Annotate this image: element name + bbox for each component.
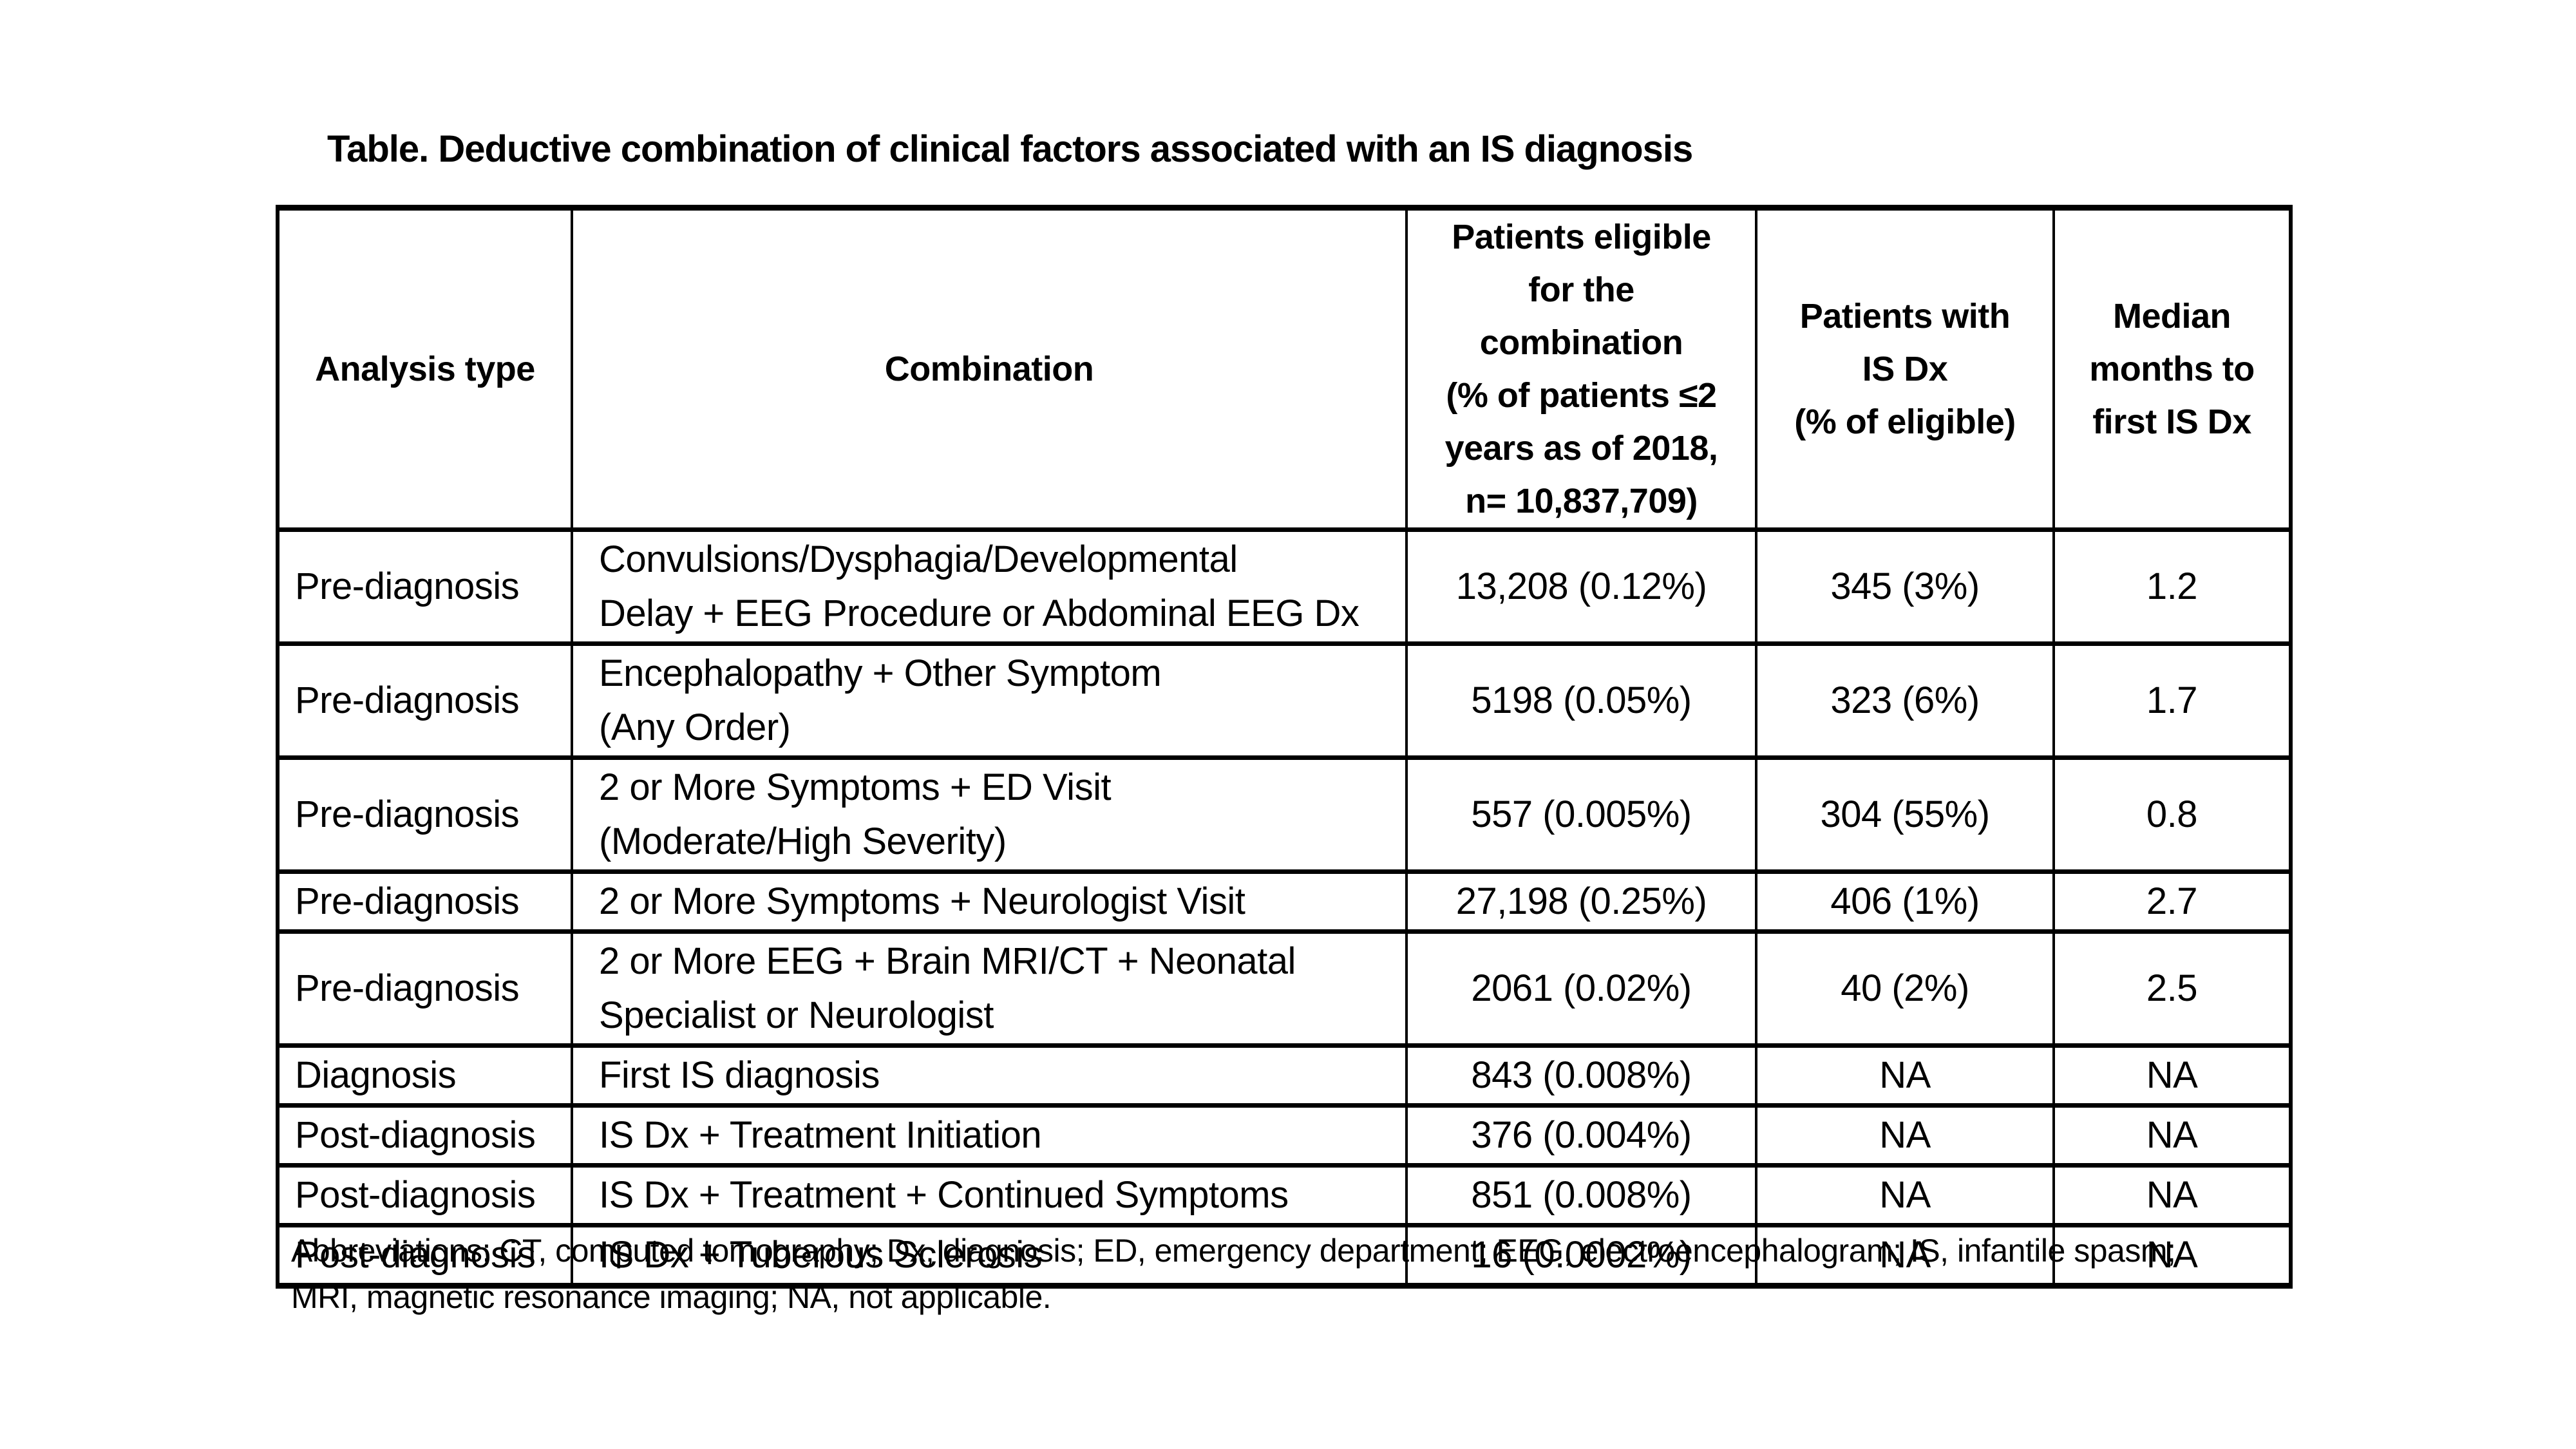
cell-analysis-type: Pre-diagnosis [276, 641, 573, 760]
cell-combination: Convulsions/Dysphagia/Developmental Dela… [571, 527, 1408, 646]
cell-analysis-type: Diagnosis [276, 1043, 573, 1108]
cell-analysis-type: Post-diagnosis [276, 1163, 573, 1227]
column-header-analysis-type: Analysis type [276, 205, 573, 532]
cell-analysis-type: Pre-diagnosis [276, 755, 573, 874]
cell-patients-with-is-dx: 406 (1%) [1755, 869, 2055, 934]
table-row: Post-diagnosis IS Dx + Treatment + Conti… [276, 1163, 2293, 1227]
cell-patients-with-is-dx: NA [1755, 1163, 2055, 1227]
cell-analysis-type: Post-diagnosis [276, 1223, 573, 1289]
cell-patients-eligible: 13,208 (0.12%) [1405, 527, 1757, 646]
cell-median-months: 2.5 [2052, 929, 2293, 1048]
cell-patients-eligible: 5198 (0.05%) [1405, 641, 1757, 760]
cell-median-months: NA [2052, 1223, 2293, 1289]
table-row: Diagnosis First IS diagnosis 843 (0.008%… [276, 1043, 2293, 1108]
cell-combination: Encephalopathy + Other Symptom (Any Orde… [571, 641, 1408, 760]
cell-patients-eligible: 27,198 (0.25%) [1405, 869, 1757, 934]
footnote-line-1: Abbreviations: CT, computed tomography; … [291, 1233, 2176, 1269]
cell-median-months: 1.7 [2052, 641, 2293, 760]
cell-analysis-type: Pre-diagnosis [276, 929, 573, 1048]
cell-combination: IS Dx + Treatment Initiation [571, 1103, 1408, 1168]
cell-patients-with-is-dx: 323 (6%) [1755, 641, 2055, 760]
table-row: Pre-diagnosis 2 or More Symptoms + ED Vi… [276, 755, 2293, 874]
table-row: Post-diagnosis IS Dx + Tuberous Sclerosi… [276, 1223, 2293, 1289]
table-row: Pre-diagnosis Convulsions/Dysphagia/Deve… [276, 527, 2293, 646]
footnote-line-2: MRI, magnetic resonance imaging; NA, not… [291, 1279, 1052, 1315]
cell-patients-with-is-dx: 345 (3%) [1755, 527, 2055, 646]
table-title: Table. Deductive combination of clinical… [327, 128, 1693, 170]
cell-combination: IS Dx + Tuberous Sclerosis [571, 1223, 1408, 1289]
cell-patients-with-is-dx: NA [1755, 1103, 2055, 1168]
cell-patients-with-is-dx: NA [1755, 1043, 2055, 1108]
cell-patients-with-is-dx: NA [1755, 1223, 2055, 1289]
cell-combination: 2 or More EEG + Brain MRI/CT + Neonatal … [571, 929, 1408, 1048]
cell-median-months: 1.2 [2052, 527, 2293, 646]
cell-patients-with-is-dx: 304 (55%) [1755, 755, 2055, 874]
cell-analysis-type: Pre-diagnosis [276, 527, 573, 646]
cell-combination: 2 or More Symptoms + Neurologist Visit [571, 869, 1408, 934]
cell-patients-eligible: 16 (0.0002%) [1405, 1223, 1757, 1289]
cell-combination: First IS diagnosis [571, 1043, 1408, 1108]
column-header-median-months: Median months to first IS Dx [2052, 205, 2293, 532]
cell-analysis-type: Post-diagnosis [276, 1103, 573, 1168]
column-header-combination: Combination [571, 205, 1408, 532]
cell-patients-with-is-dx: 40 (2%) [1755, 929, 2055, 1048]
cell-median-months: NA [2052, 1043, 2293, 1108]
cell-median-months: 0.8 [2052, 755, 2293, 874]
column-header-patients-with-is-dx: Patients with IS Dx (% of eligible) [1755, 205, 2055, 532]
cell-median-months: NA [2052, 1163, 2293, 1227]
table-row: Pre-diagnosis Encephalopathy + Other Sym… [276, 641, 2293, 760]
clinical-factors-table: Analysis type Combination Patients eligi… [276, 205, 2293, 1289]
column-header-patients-eligible: Patients eligible for the combination (%… [1405, 205, 1757, 532]
cell-patients-eligible: 2061 (0.02%) [1405, 929, 1757, 1048]
cell-median-months: 2.7 [2052, 869, 2293, 934]
abbreviations-footnote: Abbreviations: CT, computed tomography; … [291, 1227, 2176, 1320]
header-row: Analysis type Combination Patients eligi… [276, 205, 2293, 532]
cell-patients-eligible: 376 (0.004%) [1405, 1103, 1757, 1168]
cell-patients-eligible: 557 (0.005%) [1405, 755, 1757, 874]
cell-patients-eligible: 851 (0.008%) [1405, 1163, 1757, 1227]
cell-analysis-type: Pre-diagnosis [276, 869, 573, 934]
table-row: Pre-diagnosis 2 or More Symptoms + Neuro… [276, 869, 2293, 934]
cell-median-months: NA [2052, 1103, 2293, 1168]
cell-combination: IS Dx + Treatment + Continued Symptoms [571, 1163, 1408, 1227]
table-row: Pre-diagnosis 2 or More EEG + Brain MRI/… [276, 929, 2293, 1048]
table-row: Post-diagnosis IS Dx + Treatment Initiat… [276, 1103, 2293, 1168]
cell-patients-eligible: 843 (0.008%) [1405, 1043, 1757, 1108]
cell-combination: 2 or More Symptoms + ED Visit (Moderate/… [571, 755, 1408, 874]
